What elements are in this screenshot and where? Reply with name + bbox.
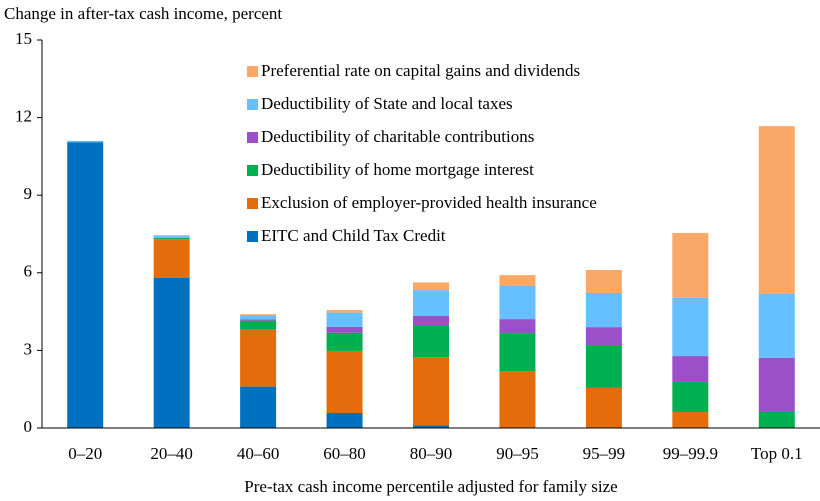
bar-segment — [585, 344, 622, 388]
y-tick-label: 0 — [24, 417, 33, 436]
bar-segment — [413, 282, 449, 291]
y-tick-label: 12 — [15, 107, 32, 126]
bar-segment — [67, 140, 104, 143]
y-axis-title: Change in after-tax cash income, percent — [4, 4, 282, 23]
legend-swatch — [247, 165, 258, 176]
bar-segment — [326, 312, 363, 327]
x-tick-label: 0–20 — [68, 444, 102, 463]
x-tick-label: Top 0.1 — [751, 444, 803, 463]
bar-segment — [499, 333, 536, 372]
bar-segment — [240, 319, 277, 321]
bar-segment — [240, 320, 277, 330]
bar-segment — [585, 327, 622, 345]
y-tick-label: 6 — [24, 262, 33, 281]
legend-swatch — [247, 99, 258, 110]
bar-segment — [672, 411, 709, 428]
y-tick-label: 9 — [24, 184, 33, 203]
bar-segment — [758, 126, 795, 295]
bar-segment — [585, 387, 622, 428]
x-tick-label: 99–99.9 — [663, 444, 718, 463]
x-tick-label: 90–95 — [496, 444, 539, 463]
x-tick-label: 95–99 — [583, 444, 626, 463]
legend-swatch — [247, 198, 258, 209]
bar-segment — [758, 294, 795, 358]
bar-segment — [326, 332, 363, 351]
bar-segment — [153, 277, 190, 428]
bar-segment — [672, 356, 709, 382]
legend-swatch — [247, 66, 258, 77]
legend-label: EITC and Child Tax Credit — [261, 226, 446, 245]
bar-segment — [240, 386, 277, 428]
bar-segment — [240, 329, 277, 387]
x-tick-label: 40–60 — [237, 444, 280, 463]
bar-segment — [240, 315, 277, 320]
bar-segment — [499, 275, 536, 286]
x-tick-label: 60–80 — [323, 444, 366, 463]
legend-swatch — [247, 132, 258, 143]
bar-segment — [67, 142, 104, 428]
y-tick-label: 3 — [24, 339, 33, 358]
bar-segment — [153, 237, 190, 240]
bar-segment — [326, 350, 363, 413]
x-tick-label: 80–90 — [410, 444, 453, 463]
legend-swatch — [247, 231, 258, 242]
bar-segment — [413, 290, 449, 316]
bar-segment — [413, 425, 449, 428]
bar-segment — [413, 357, 449, 426]
y-tick-label: 15 — [15, 29, 32, 48]
bar-segment — [153, 239, 190, 278]
bar-segment — [413, 315, 449, 326]
bar-segment — [240, 314, 277, 316]
bar-segment — [672, 232, 709, 298]
bar-segment — [758, 357, 795, 412]
legend-label: Preferential rate on capital gains and d… — [261, 61, 580, 80]
bar-segment — [672, 297, 709, 357]
bar-segment — [326, 326, 363, 333]
bar-segment — [499, 371, 536, 428]
bar-segment — [499, 319, 536, 334]
legend-label: Deductibility of home mortgage interest — [261, 160, 534, 179]
bar-segment — [326, 412, 363, 428]
bar-segment — [585, 292, 622, 328]
bar-segment — [585, 269, 622, 293]
bar-segment — [413, 325, 449, 358]
legend-label: Deductibility of State and local taxes — [261, 94, 513, 113]
bar-segment — [758, 411, 795, 428]
bar-segment — [153, 235, 190, 238]
legend-label: Exclusion of employer-provided health in… — [261, 193, 597, 212]
legend-label: Deductibility of charitable contribution… — [261, 127, 534, 146]
x-tick-label: 20–40 — [150, 444, 193, 463]
bar-segment — [326, 310, 363, 313]
x-axis-title: Pre-tax cash income percentile adjusted … — [244, 477, 617, 496]
bar-segment — [499, 285, 536, 320]
bar-segment — [672, 381, 709, 412]
